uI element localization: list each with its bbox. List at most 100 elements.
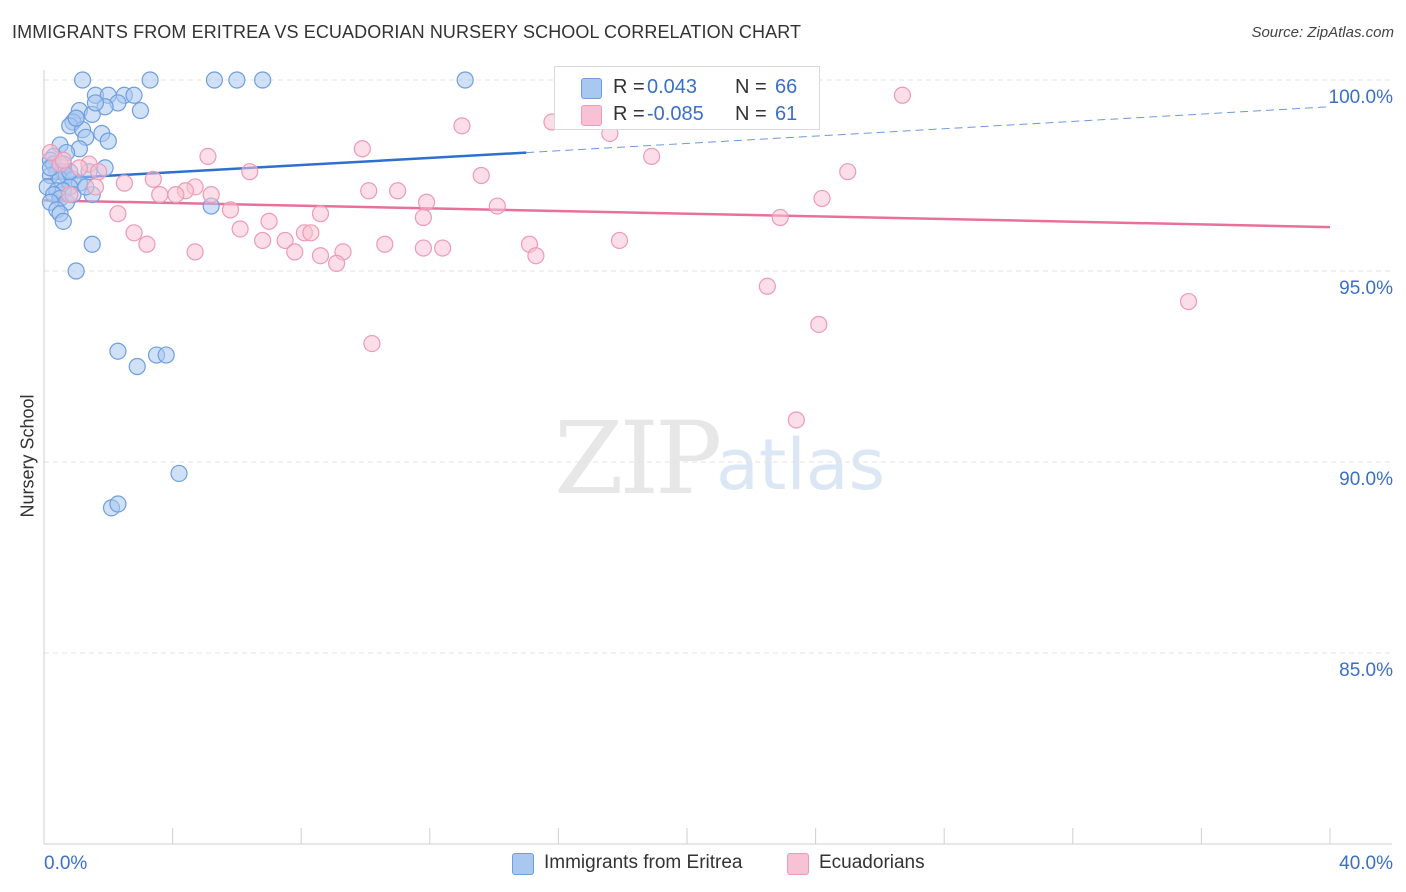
ecuadorian-point (417, 193, 436, 211)
ecuadorian-point (527, 247, 545, 265)
chart-title: IMMIGRANTS FROM ERITREA VS ECUADORIAN NU… (12, 22, 802, 42)
eritrea-point (125, 86, 143, 104)
eritrea-point (73, 71, 92, 89)
ecuadorian-point (434, 239, 452, 257)
eritrea-point (228, 71, 246, 89)
ecuadorian-point (643, 147, 661, 165)
ecuadorian-point (144, 170, 162, 188)
ecuadorian-point (125, 224, 143, 242)
ecuadorian-point (453, 117, 471, 135)
eritrea-point (128, 357, 146, 376)
ecuadorian-point (115, 174, 133, 192)
ecuadorian-point (86, 178, 105, 196)
eritrea-point (54, 212, 72, 230)
legend-row-eritrea: R = 0.043 N = 66 (555, 73, 819, 101)
eritrea-point (83, 235, 101, 253)
ecuadorian-point (758, 277, 776, 295)
ecuadorian-point (109, 205, 127, 223)
ecuadorian-point (488, 197, 506, 215)
eritrea-point (254, 71, 272, 89)
ecuadorian-point (151, 186, 169, 204)
y-tick-label: 85.0% (1339, 660, 1393, 681)
ecuadorian-point (254, 231, 272, 250)
legend-label-eritrea: Immigrants from Eritrea (544, 852, 743, 873)
y-tick-label: 100.0% (1329, 87, 1394, 108)
source-label: Source: ZipAtlas.com (1251, 24, 1394, 41)
legend-row-ecuadorians: R = -0.085 N = 61 (555, 100, 819, 128)
ecuadorian-point (810, 315, 828, 334)
n-value: 61 (775, 103, 798, 125)
x-tick-label: 40.0% (1339, 853, 1393, 874)
n-label: N = (735, 76, 767, 98)
ecuadorian-point (221, 201, 240, 219)
ecuadorian-point (276, 231, 294, 250)
ecuadorian-point (327, 254, 346, 272)
ecuadorian-point (231, 220, 249, 238)
ecuadorian-point (311, 247, 330, 265)
ecuadorian-point (186, 243, 204, 261)
eritrea-point (109, 495, 127, 513)
y-tick-label: 90.0% (1339, 469, 1393, 490)
eritrea-point (86, 94, 105, 112)
ecuadorian-point (376, 235, 394, 253)
eritrea-point (67, 262, 85, 280)
eritrea-point (456, 71, 474, 89)
eritrea-point (99, 132, 117, 150)
legend-swatch-ecuadorians (787, 853, 809, 875)
ecuadorian-point (241, 163, 259, 181)
r-value: -0.085 (647, 103, 704, 125)
n-label: N = (735, 103, 767, 125)
ecuadorian-point (260, 212, 278, 230)
ecuadorian-point (414, 208, 432, 227)
data-points (38, 71, 1198, 517)
x-tick-label: 0.0% (44, 853, 87, 874)
tick-labels: 85.0% 90.0% 95.0% 100.0% 0.0% 40.0% (44, 87, 1393, 874)
legend-swatch-eritrea (512, 853, 534, 875)
series-legend: Immigrants from Eritrea Ecuadorians (0, 852, 1406, 878)
ecuadorian-point (302, 224, 320, 242)
watermark-atlas: atlas (716, 424, 886, 506)
eritrea-point (141, 71, 159, 89)
ecuadorian-point (90, 163, 108, 181)
eritrea-point (131, 101, 150, 120)
ecuadorian-point (167, 186, 185, 204)
eritrea-point (157, 346, 175, 364)
ecuadorian-point (61, 186, 79, 204)
axes (43, 70, 1392, 845)
ecuadorian-point (472, 166, 490, 185)
ecuadorian-point (787, 411, 805, 429)
ecuadorian-point (813, 189, 831, 208)
r-value: 0.043 (647, 76, 698, 98)
r-label: R = (613, 76, 645, 98)
ecuadorian-point (771, 208, 789, 227)
watermark-zip: ZIP (554, 400, 722, 517)
ecuadorian-point (41, 143, 60, 162)
eritrea-point (205, 71, 223, 89)
ecuadorian-point (839, 163, 857, 181)
ecuadorian-point (54, 151, 72, 169)
ecuadorian-point (389, 182, 407, 200)
ecuadorian-point (363, 334, 381, 353)
ecuadorian-point (1179, 292, 1198, 311)
eritrea-trend-line (43, 151, 527, 181)
eritrea-trend-extension (526, 106, 1331, 154)
ecuadorian-point (311, 205, 330, 223)
ecuadorian-point (138, 235, 156, 253)
ecuadorian-point (360, 182, 378, 200)
r-label: R = (613, 103, 645, 125)
eritrea-point (109, 342, 127, 360)
ecuadorian-point (893, 86, 912, 104)
ecuadorian-point (202, 186, 220, 204)
ecuadorian-point (70, 159, 88, 177)
ecuadorian-point (414, 239, 432, 257)
y-tick-label: 95.0% (1339, 278, 1393, 299)
eritrea-point (170, 464, 188, 483)
ecuadorian-trend-line (43, 199, 1331, 229)
n-value: 66 (775, 76, 798, 98)
legend-swatch-eritrea (581, 78, 602, 99)
legend-label-ecuadorians: Ecuadorians (819, 852, 925, 873)
legend-swatch-ecuadorians (581, 105, 602, 126)
correlation-legend: R = 0.043 N = 66 R = -0.085 N = 61 (554, 66, 820, 130)
ecuadorian-point (610, 231, 629, 250)
